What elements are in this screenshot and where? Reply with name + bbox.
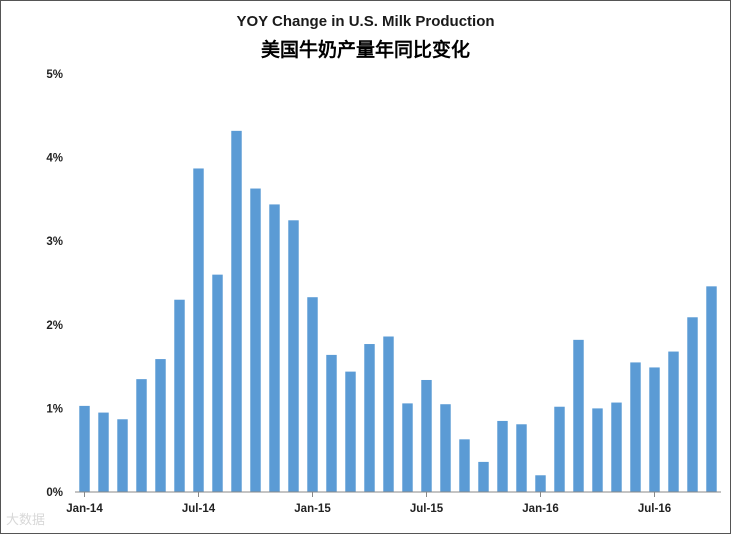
bar (231, 130, 242, 492)
bar (516, 424, 527, 492)
bar (155, 359, 166, 492)
bar (554, 406, 565, 492)
x-axis: Jan-14 Jul-14 Jan-15 Jul-15 Jan-16 Jul-16 (66, 491, 721, 515)
bar (668, 351, 679, 492)
y-tick-label: 5% (46, 69, 63, 81)
bar (383, 336, 394, 492)
bar (326, 354, 337, 492)
bar (212, 274, 223, 492)
bar (497, 420, 508, 492)
x-tick-label: Jan-16 (522, 503, 558, 515)
bar (573, 339, 584, 492)
bar (79, 405, 90, 492)
bar (611, 402, 622, 492)
bar (250, 188, 261, 492)
bar (364, 344, 375, 492)
chart-subtitle: 美国牛奶产量年同比变化 (260, 39, 470, 61)
y-tick-label: 4% (46, 153, 63, 165)
bar (174, 299, 185, 492)
y-tick-label: 3% (46, 236, 63, 248)
x-tick-label: Jul-14 (182, 503, 216, 515)
y-axis-ticks: 0% 1% 2% 3% 4% 5% (46, 69, 63, 499)
bar (98, 412, 109, 492)
bar (592, 408, 603, 492)
bar (459, 439, 470, 492)
watermark-logo: 大数据 (6, 513, 46, 528)
x-tick-label: Jul-15 (410, 503, 444, 515)
bar (630, 362, 641, 492)
bar (307, 297, 318, 492)
bar (535, 475, 546, 492)
bar (402, 403, 413, 492)
bar (478, 461, 489, 492)
bar (421, 379, 432, 492)
bar (136, 379, 147, 492)
bar (117, 419, 128, 492)
bar (345, 371, 356, 492)
bar (649, 367, 660, 492)
bar (193, 168, 204, 492)
x-tick-label: Jul-16 (638, 503, 671, 515)
bar (706, 286, 717, 492)
bar (269, 204, 280, 493)
bar-series (79, 130, 717, 493)
chart-title: YOY Change in U.S. Milk Production (236, 13, 495, 30)
bar (440, 404, 451, 492)
bar (687, 317, 698, 492)
y-tick-label: 0% (46, 487, 63, 499)
bar (288, 220, 299, 493)
y-tick-label: 1% (46, 403, 63, 415)
y-tick-label: 2% (46, 320, 63, 332)
x-tick-label: Jan-14 (66, 503, 103, 515)
x-tick-label: Jan-15 (294, 503, 331, 515)
